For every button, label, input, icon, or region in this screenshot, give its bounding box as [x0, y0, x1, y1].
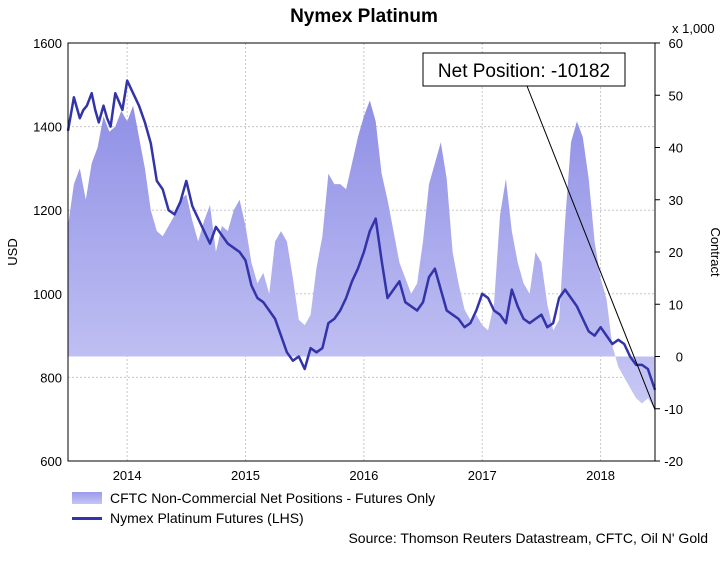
right-tick-label-0: -20 — [664, 454, 683, 469]
x-axis-ticks: 2014 2015 2016 2017 2018 — [113, 468, 615, 483]
left-tick-label-3: 1200 — [33, 203, 62, 218]
legend-label-net-positions: CFTC Non-Commercial Net Positions - Futu… — [110, 490, 436, 506]
left-tick-label-4: 1400 — [33, 120, 62, 135]
right-axis-title: Contract — [708, 227, 723, 277]
annotation-box — [422, 52, 626, 87]
right-tick-label-6: 40 — [669, 141, 683, 156]
right-axis-unit-label: x 1,000 — [672, 21, 715, 36]
chart-title: Nymex Platinum — [290, 6, 438, 27]
right-tick-label-7: 50 — [669, 88, 683, 103]
annotation-leader-line — [526, 85, 656, 410]
legend-area-swatch — [72, 492, 102, 504]
left-tick-label-1: 800 — [40, 370, 62, 385]
annotation-text: Net Position: -10182 — [438, 61, 610, 82]
x-tick-label-1: 2015 — [231, 468, 260, 483]
legend-label-platinum-futures: Nymex Platinum Futures (LHS) — [110, 510, 304, 526]
annotation: Net Position: -10182 — [422, 52, 656, 410]
right-tick-label-3: 10 — [669, 297, 683, 312]
line-series-layer — [66, 79, 657, 391]
left-axis-ticks: 600 800 1000 1200 1400 1600 — [33, 36, 62, 469]
left-tick-label-5: 1600 — [33, 36, 62, 51]
legend-line-swatch — [72, 516, 102, 520]
line-platinum-futures — [66, 79, 657, 391]
right-tick-label-8: 60 — [669, 36, 683, 51]
right-tick-label-1: -10 — [664, 402, 683, 417]
right-tick-label-2: 0 — [676, 350, 683, 365]
legend-item-net-positions: CFTC Non-Commercial Net Positions - Futu… — [72, 490, 435, 506]
right-tick-label-4: 20 — [669, 245, 683, 260]
left-axis-title: USD — [5, 238, 20, 265]
left-tick-label-0: 600 — [40, 454, 62, 469]
x-tick-label-2: 2016 — [349, 468, 378, 483]
x-tick-label-0: 2014 — [113, 468, 142, 483]
x-tick-label-3: 2017 — [468, 468, 497, 483]
source-note: Source: Thomson Reuters Datastream, CFTC… — [348, 530, 708, 546]
right-axis-ticks: -20 -10 0 10 20 30 40 50 60 — [655, 36, 683, 469]
x-tick-label-4: 2018 — [586, 468, 615, 483]
right-tick-label-5: 30 — [669, 193, 683, 208]
legend-item-platinum-futures: Nymex Platinum Futures (LHS) — [72, 510, 304, 526]
left-tick-label-2: 1000 — [33, 287, 62, 302]
